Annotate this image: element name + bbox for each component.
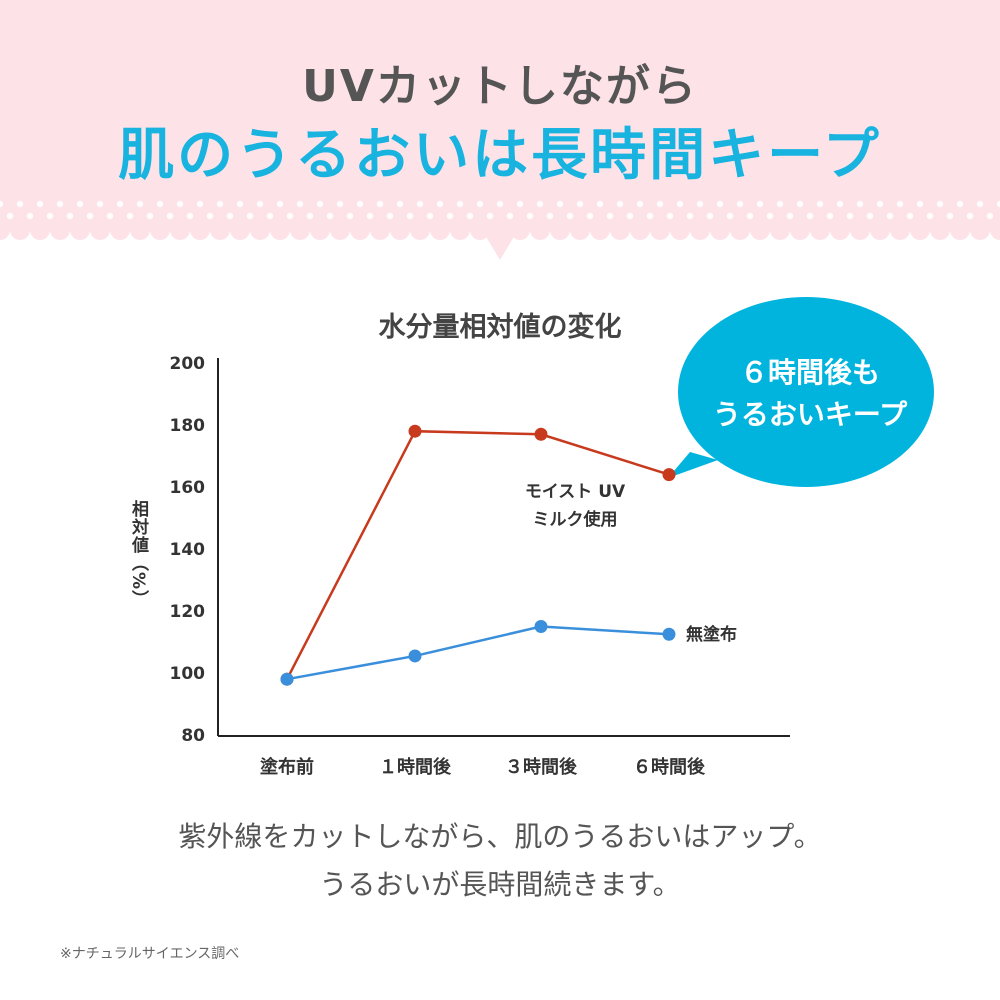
data-point-series-1 [534,620,548,633]
x-tick-label: ３時間後 [505,756,578,778]
series-label-none: 無塗布 [686,625,737,645]
lace-border [0,190,1000,260]
x-tick-label: ６時間後 [633,756,706,778]
y-axis-label: 相対値（%） [128,500,148,609]
caption-line2: うるおいが長時間続きます。 [319,868,681,901]
header-band [0,0,1000,205]
x-tick-label: 塗布前 [260,756,314,778]
y-tick-label: 160 [170,478,206,498]
data-point-series-1 [662,627,676,641]
data-point-series-1 [408,649,422,663]
headline-uv-cut: UVカットしながら [302,61,698,112]
series-label-milk-line1: モイスト UV [524,482,626,502]
speech-bubble [678,297,934,487]
y-tick-label: 200 [170,354,206,374]
footnote: ※ナチュラルサイエンス調べ [60,946,240,962]
series-label-milk-line2: ミルク使用 [532,510,618,530]
series-line-1 [286,625,670,681]
y-tick-label: 80 [181,726,205,746]
series-line-0 [285,429,670,680]
bubble-line2: うるおいキープ [712,398,908,431]
caption-line1: 紫外線をカットしながら、肌のうるおいはアップ。 [178,820,822,853]
x-tick-label: １時間後 [379,756,452,778]
bubble-text: ６時間後も うるおいキープ [690,352,930,436]
data-point-series-0 [408,424,422,438]
data-point-series-1 [280,672,294,686]
y-tick-label: 100 [170,664,206,684]
data-point-series-0 [662,468,676,482]
data-point-series-0 [534,427,548,441]
speech-bubble-tail [668,452,718,478]
headline-moisture-keep: 肌のうるおいは長時間キープ [118,123,882,188]
series-label-milk: モイスト UV ミルク使用 [505,478,645,534]
y-tick-label: 120 [170,602,206,622]
y-tick-label: 140 [170,540,206,560]
bubble-line1: ６時間後も [739,356,880,389]
y-tick-label: 180 [170,416,206,436]
chart-title: 水分量相対値の変化 [378,312,622,343]
